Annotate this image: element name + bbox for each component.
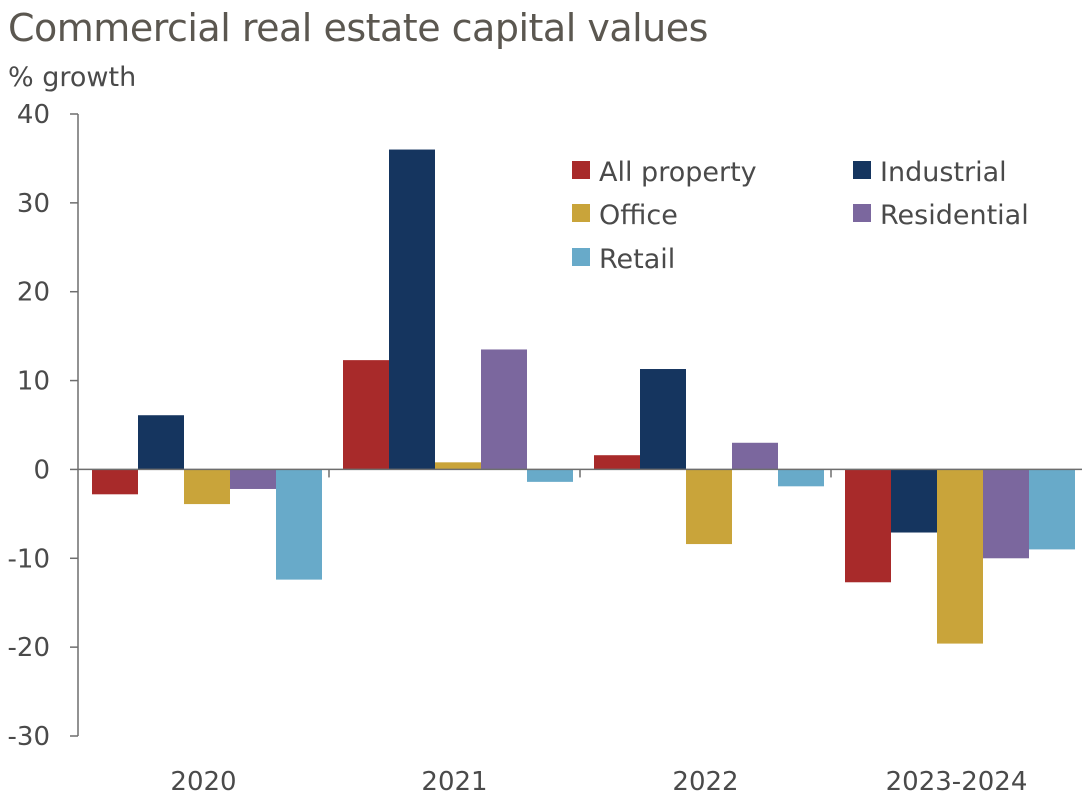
y-tick-label: -30 (8, 722, 50, 752)
legend-label-industrial: Industrial (880, 157, 1007, 188)
bar-residential-2020 (230, 469, 276, 489)
axes-group: 40 30 20 10 0 -10 -20 -30 2020 2021 2022 2023-2024 (8, 100, 1082, 797)
bar-industrial-2022 (640, 369, 686, 470)
y-tick-label: -10 (8, 544, 50, 574)
bar-all-property-2021 (343, 360, 389, 470)
bar-office-2020 (184, 469, 230, 505)
bar-office-2023-2024 (937, 469, 983, 644)
legend-swatch-retail (572, 248, 590, 266)
chart-title: Commercial real estate capital values (8, 6, 708, 50)
bar-residential-2022 (732, 442, 778, 470)
bar-industrial-2021 (389, 149, 435, 470)
legend-label-office: Office (599, 200, 678, 231)
bars-group (92, 149, 1075, 644)
y-axis-unit-label: % growth (8, 62, 137, 93)
category-label-2023-2024: 2023-2024 (886, 767, 1028, 797)
y-tick-label: 30 (17, 189, 50, 219)
y-tick-label: 10 (17, 367, 50, 397)
y-tick-label: -20 (8, 633, 50, 663)
legend-label-residential: Residential (880, 200, 1029, 231)
legend: All property Industrial Office Residential R… (572, 157, 1029, 275)
bar-industrial-2020 (138, 415, 184, 470)
y-tick-label: 40 (17, 100, 50, 130)
bar-retail-2021 (527, 469, 573, 482)
bar-all-property-2023-2024 (845, 469, 891, 583)
legend-swatch-industrial (853, 161, 871, 179)
category-label-2022: 2022 (672, 767, 738, 797)
bar-retail-2020 (276, 469, 322, 580)
bar-retail-2023-2024 (1029, 469, 1075, 550)
bar-office-2021 (435, 462, 481, 470)
bar-all-property-2022 (594, 455, 640, 470)
bar-all-property-2020 (92, 469, 138, 495)
legend-swatch-all-property (572, 161, 590, 179)
legend-label-all-property: All property (599, 157, 757, 188)
bar-office-2022 (686, 469, 732, 545)
legend-label-retail: Retail (599, 244, 675, 275)
y-tick-label: 0 (33, 455, 50, 485)
category-label-2021: 2021 (421, 767, 487, 797)
bar-residential-2023-2024 (983, 469, 1029, 559)
bar-retail-2022 (778, 469, 824, 487)
legend-swatch-office (572, 204, 590, 222)
category-label-2020: 2020 (170, 767, 236, 797)
bar-industrial-2023-2024 (891, 469, 937, 533)
bar-residential-2021 (481, 349, 527, 470)
y-tick-label: 20 (17, 278, 50, 308)
legend-swatch-residential (853, 204, 871, 222)
